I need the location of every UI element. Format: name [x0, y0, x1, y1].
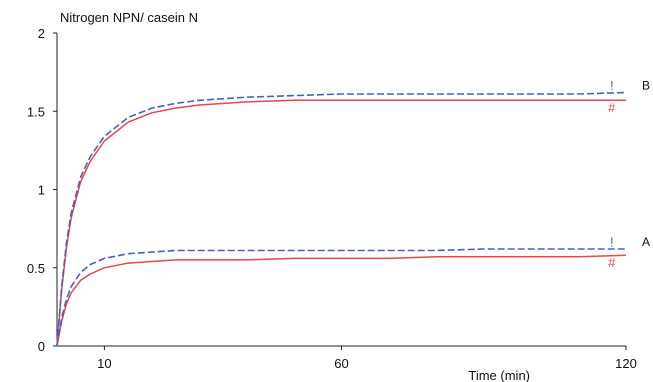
chart-title: Nitrogen NPN/ casein N [60, 10, 198, 25]
annotations: ! #! # [608, 78, 616, 270]
y-tick-label: 1 [38, 183, 45, 198]
annotation-marker: # [608, 255, 616, 270]
series-line-a-red [56, 254, 627, 347]
y-ticks: 0 0.5 1 1.5 2 [27, 26, 57, 354]
x-tick-label: 120 [615, 356, 637, 371]
axes [56, 33, 626, 347]
x-tick-label: 10 [97, 356, 111, 371]
series-labels: BA [642, 78, 650, 249]
series-line-b-blue [56, 91, 627, 347]
y-tick-label: 0 [38, 339, 45, 354]
annotation-marker: ! [610, 235, 614, 250]
x-axis-label: Time (min) [468, 368, 530, 382]
series-label-a: A [642, 235, 650, 249]
annotation-marker: ! [610, 78, 614, 93]
y-tick-label: 1.5 [27, 104, 45, 119]
x-ticks: 10 60 120 [97, 346, 637, 371]
x-tick-label: 60 [334, 356, 348, 371]
series-lines [56, 91, 627, 347]
series-line-a-blue [56, 248, 626, 347]
series-line-b-red [56, 99, 626, 347]
y-tick-label: 0.5 [27, 261, 45, 276]
annotation-marker: # [608, 100, 616, 115]
y-tick-label: 2 [38, 26, 45, 41]
series-label-b: B [642, 78, 650, 92]
